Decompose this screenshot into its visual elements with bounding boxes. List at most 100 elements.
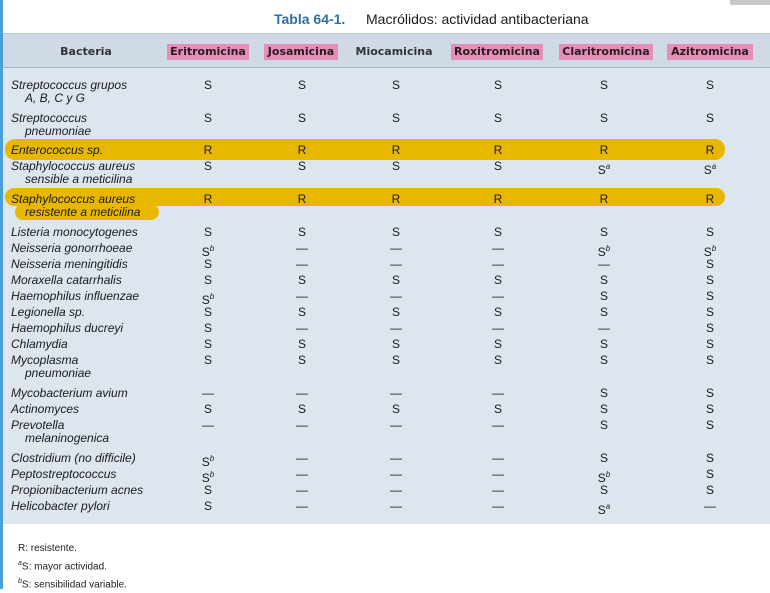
susceptibility-cell: S xyxy=(599,483,608,497)
susceptibility-cell: R xyxy=(493,192,503,206)
susceptibility-cell: — xyxy=(296,499,308,513)
bacteria-name: Mycoplasma pneumoniae xyxy=(11,353,92,380)
susceptibility-cell: S xyxy=(705,418,714,432)
susceptibility-cell: — xyxy=(390,257,402,271)
susceptibility-cell: — xyxy=(202,418,214,432)
susceptibility-cell: S xyxy=(203,483,212,497)
header-row: Bacteria Eritromicina Josamicina Miocami… xyxy=(3,34,770,68)
susceptibility-cell: — xyxy=(296,257,308,271)
susceptibility-cell: R xyxy=(599,192,609,206)
susceptibility-cell: S xyxy=(705,225,714,239)
susceptibility-cell: S xyxy=(203,257,212,271)
susceptibility-cell: S xyxy=(599,305,608,319)
table-title: Macrólidos: actividad antibacteriana xyxy=(366,11,589,27)
susceptibility-cell: S xyxy=(493,111,502,125)
susceptibility-cell: S xyxy=(391,402,400,416)
header-josamicina: Josamicina xyxy=(264,44,338,60)
susceptibility-cell: S xyxy=(599,386,608,400)
susceptibility-cell: — xyxy=(296,451,308,465)
bacteria-name: Helicobacter pylori xyxy=(11,499,110,513)
susceptibility-cell: — xyxy=(390,451,402,465)
susceptibility-cell: S xyxy=(297,402,306,416)
susceptibility-cell: — xyxy=(296,467,308,481)
table-number: Tabla 64-1. xyxy=(274,11,346,27)
bacteria-name: Propionibacterium acnes xyxy=(11,483,144,497)
susceptibility-cell: S xyxy=(493,78,502,92)
susceptibility-cell: S xyxy=(705,467,714,481)
susceptibility-cell: R xyxy=(297,143,307,157)
susceptibility-cell: S xyxy=(493,305,502,319)
susceptibility-cell: R xyxy=(493,143,503,157)
susceptibility-cell: — xyxy=(296,241,308,255)
susceptibility-cell: R xyxy=(705,192,715,206)
bacteria-name: Haemophilus influenzae xyxy=(11,289,140,303)
susceptibility-cell: S xyxy=(705,321,714,335)
susceptibility-cell: Sb xyxy=(201,244,215,259)
susceptibility-cell: — xyxy=(492,386,504,400)
bacteria-name: Haemophilus ducreyi xyxy=(11,321,124,335)
table-title-bar: Tabla 64-1. Macrólidos: actividad antiba… xyxy=(3,5,770,34)
susceptibility-cell: Sb xyxy=(201,292,215,307)
susceptibility-cell: — xyxy=(390,386,402,400)
susceptibility-cell: S xyxy=(203,353,212,367)
susceptibility-cell: — xyxy=(492,321,504,335)
susceptibility-cell: S xyxy=(705,289,714,303)
susceptibility-cell: S xyxy=(297,337,306,351)
susceptibility-cell: Sb xyxy=(201,470,215,485)
susceptibility-cell: S xyxy=(705,257,714,271)
row-highlight xyxy=(5,188,725,206)
susceptibility-cell: R xyxy=(391,192,401,206)
susceptibility-cell: — xyxy=(296,483,308,497)
table-footnotes: R: resistente. aS: mayor actividad. bS: … xyxy=(18,541,127,593)
bacteria-name: Neisseria meningitidis xyxy=(11,257,128,271)
susceptibility-cell: R xyxy=(203,192,213,206)
susceptibility-cell: S xyxy=(203,321,212,335)
susceptibility-cell: S xyxy=(493,402,502,416)
row-highlight xyxy=(15,204,159,220)
susceptibility-cell: S xyxy=(391,337,400,351)
bacteria-name: Mycobacterium avium xyxy=(11,386,128,400)
susceptibility-cell: S xyxy=(705,305,714,319)
bacteria-name: Chlamydia xyxy=(11,337,68,351)
susceptibility-cell: S xyxy=(391,353,400,367)
bacteria-name: Legionella sp. xyxy=(11,305,86,319)
footnote-b: bS: sensibilidad variable. xyxy=(18,578,127,591)
header-claritromicina: Claritromicina xyxy=(559,44,653,60)
susceptibility-cell: S xyxy=(705,353,714,367)
susceptibility-cell: S xyxy=(297,225,306,239)
susceptibility-cell: S xyxy=(203,78,212,92)
susceptibility-cell: S xyxy=(493,337,502,351)
susceptibility-cell: — xyxy=(492,467,504,481)
header-bacteria: Bacteria xyxy=(60,45,112,58)
susceptibility-cell: — xyxy=(390,467,402,481)
bacteria-name: Peptostreptococcus xyxy=(11,467,117,481)
susceptibility-cell: Sb xyxy=(597,244,611,259)
susceptibility-cell: — xyxy=(598,257,610,271)
susceptibility-cell: Sb xyxy=(201,454,215,469)
susceptibility-cell: S xyxy=(203,337,212,351)
susceptibility-cell: S xyxy=(705,78,714,92)
susceptibility-cell: S xyxy=(705,111,714,125)
susceptibility-cell: S xyxy=(391,78,400,92)
susceptibility-cell: S xyxy=(297,111,306,125)
susceptibility-cell: — xyxy=(390,289,402,303)
header-roxitromicina: Roxitromicina xyxy=(451,44,543,60)
susceptibility-cell: S xyxy=(391,111,400,125)
susceptibility-cell: R xyxy=(599,143,609,157)
susceptibility-cell: S xyxy=(297,273,306,287)
susceptibility-cell: Sb xyxy=(703,244,717,259)
susceptibility-cell: S xyxy=(297,78,306,92)
susceptibility-cell: — xyxy=(492,499,504,513)
footnote-a: aS: mayor actividad. xyxy=(18,560,107,573)
susceptibility-cell: — xyxy=(390,418,402,432)
susceptibility-cell: S xyxy=(203,305,212,319)
susceptibility-cell: S xyxy=(297,353,306,367)
susceptibility-cell: S xyxy=(391,273,400,287)
susceptibility-cell: S xyxy=(297,159,306,173)
top-edge xyxy=(730,0,770,5)
susceptibility-cell: — xyxy=(296,418,308,432)
susceptibility-cell: Sa xyxy=(597,162,611,177)
susceptibility-cell: S xyxy=(599,402,608,416)
susceptibility-cell: — xyxy=(296,289,308,303)
susceptibility-cell: S xyxy=(705,273,714,287)
